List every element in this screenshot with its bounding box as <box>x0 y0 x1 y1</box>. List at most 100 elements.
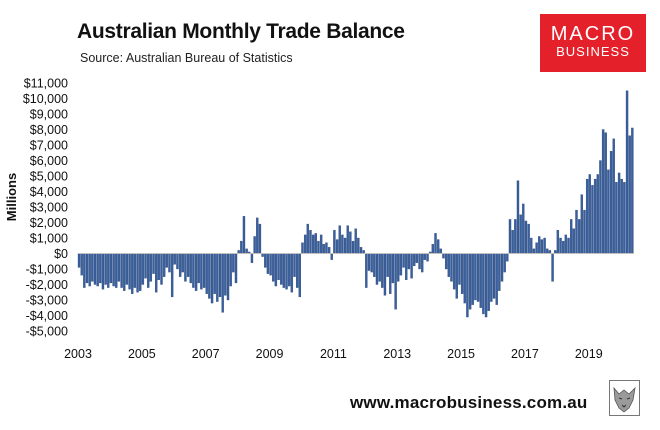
bar <box>367 253 371 271</box>
bar <box>341 234 344 254</box>
bar <box>88 253 91 287</box>
bar <box>527 223 530 254</box>
bar <box>245 248 248 254</box>
bar <box>208 253 211 299</box>
bar <box>365 253 368 288</box>
bar <box>540 239 544 254</box>
bar <box>202 253 206 288</box>
bar <box>327 247 331 254</box>
bar <box>530 237 533 254</box>
bar <box>165 253 168 268</box>
bar <box>131 253 134 294</box>
bar <box>482 253 485 315</box>
bar <box>314 233 317 254</box>
bar <box>186 253 190 277</box>
bar <box>506 253 509 262</box>
bar <box>282 253 286 288</box>
bar <box>564 234 568 254</box>
bar <box>559 237 562 254</box>
bar <box>391 253 395 284</box>
bar <box>455 253 458 299</box>
bar <box>170 253 174 298</box>
bar <box>407 253 411 270</box>
bar <box>615 182 618 254</box>
bar <box>439 248 443 254</box>
bar <box>213 253 216 294</box>
bar <box>498 253 501 291</box>
bar <box>240 240 243 254</box>
bar <box>468 253 472 310</box>
bar <box>128 253 131 290</box>
bar <box>476 253 480 302</box>
bar <box>234 253 238 284</box>
bar <box>508 219 512 254</box>
bar <box>562 240 565 254</box>
bar <box>229 253 232 287</box>
x-tick-label: 2019 <box>575 347 603 361</box>
bar <box>370 253 373 273</box>
bar <box>112 253 115 287</box>
bar <box>189 253 192 284</box>
bar <box>452 253 456 290</box>
bar <box>242 216 246 254</box>
bar <box>335 239 339 254</box>
bar <box>625 90 629 254</box>
bar <box>535 242 538 254</box>
y-tick-label: $1,000 <box>30 232 68 246</box>
bar <box>426 253 429 262</box>
bar <box>338 225 341 254</box>
bar <box>447 253 450 277</box>
bar <box>591 185 594 254</box>
bar <box>184 253 187 282</box>
bar <box>471 253 474 305</box>
y-tick-label: -$5,000 <box>26 325 68 339</box>
bar <box>423 253 427 260</box>
bar <box>117 253 121 282</box>
y-tick-label: $9,000 <box>30 108 68 122</box>
y-tick-label: -$4,000 <box>26 309 68 323</box>
bar <box>253 236 256 254</box>
bar <box>280 253 283 285</box>
bar <box>556 230 560 254</box>
bar <box>596 174 599 254</box>
bar <box>524 220 528 254</box>
bar <box>210 253 214 304</box>
x-tick-label: 2013 <box>383 347 411 361</box>
y-tick-label: -$3,000 <box>26 294 68 308</box>
bar <box>620 178 623 254</box>
bar <box>274 253 278 287</box>
y-tick-label: $5,000 <box>30 170 68 184</box>
y-tick-label: $7,000 <box>30 139 68 153</box>
x-tick-label: 2017 <box>511 347 539 361</box>
bar <box>133 253 137 288</box>
bar <box>349 231 352 254</box>
bar <box>601 129 605 254</box>
logo-bottom-text: BUSINESS <box>556 44 630 59</box>
bar <box>410 253 413 279</box>
bar <box>628 135 631 254</box>
bar <box>588 174 591 254</box>
y-axis-ticks: $11,000$10,000 $9,000$8,000 $7,000$6,000 $5… <box>23 77 68 339</box>
bar <box>543 237 546 254</box>
bar <box>91 253 94 282</box>
bar <box>474 253 477 301</box>
bar <box>293 253 296 277</box>
bar <box>575 209 578 254</box>
bar <box>357 237 360 254</box>
bar <box>269 253 272 276</box>
bar <box>311 234 315 254</box>
bar <box>277 253 280 281</box>
bar <box>181 253 184 273</box>
bar <box>466 253 469 318</box>
logo-top-text: MACRO <box>550 23 636 45</box>
bar <box>516 180 520 254</box>
bar <box>386 253 389 277</box>
bar <box>125 253 129 285</box>
bar <box>319 234 323 254</box>
bar <box>463 253 466 304</box>
bar <box>389 253 392 294</box>
footer-url: www.macrobusiness.com.au <box>350 393 588 412</box>
bar <box>197 253 200 284</box>
x-axis-ticks: 2003 2005 2007 2009 2011 2013 2015 2017 2019 <box>64 347 603 361</box>
bar <box>266 253 270 274</box>
